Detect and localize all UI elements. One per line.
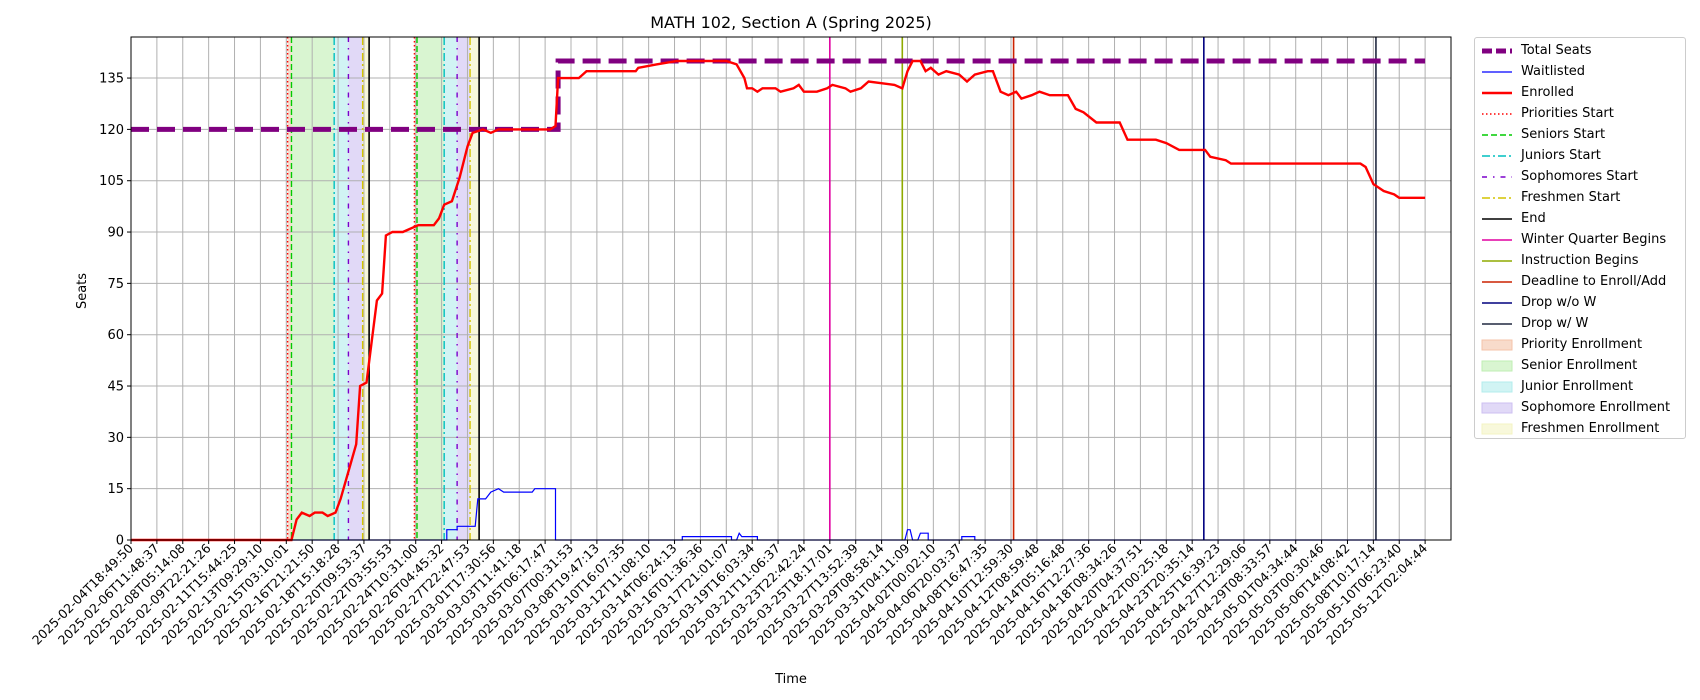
legend-swatch [1481,402,1513,414]
legend-swatch [1482,155,1512,157]
legend-item: Sophomores Start [1475,168,1685,189]
legend-item: Drop w/o W [1475,294,1685,315]
legend-label: Juniors Start [1521,148,1601,163]
legend-label: Winter Quarter Begins [1521,232,1667,247]
legend-label: Deadline to Enroll/Add [1521,274,1667,289]
legend-label: Junior Enrollment [1521,379,1634,394]
shade-0-0 [287,37,292,540]
legend-label: Enrolled [1521,85,1574,100]
legend-label: Waitlisted [1521,64,1586,79]
series-line-2 [131,59,1426,542]
legend-item: Drop w/ W [1475,315,1685,336]
legend-swatch [1482,176,1512,178]
legend-item: Deadline to Enroll/Add [1475,273,1685,294]
legend-swatch [1481,381,1513,393]
legend-item: Freshmen Enrollment [1475,420,1685,441]
legend-swatch [1481,423,1513,435]
y-axis-ticks: 0 15 30 45 60 75 90 105 120 135 [99,72,131,549]
legend-item: Freshmen Start [1475,189,1685,210]
legend-swatch [1482,48,1512,54]
legend-item: Enrolled [1475,84,1685,105]
legend-item: Priority Enrollment [1475,336,1685,357]
legend-label: Senior Enrollment [1521,358,1638,373]
legend-label: Sophomore Enrollment [1521,400,1671,415]
legend-item: End [1475,210,1685,231]
series-line-0 [131,58,1426,132]
y-tick-label: 105 [99,174,124,189]
y-tick-label: 120 [99,123,124,138]
y-tick-label: 90 [107,226,124,241]
y-axis-label: Seats [75,273,90,309]
legend-swatch [1482,281,1512,283]
shade-2-1 [444,37,458,540]
legend-swatch [1481,339,1513,351]
legend-label: Total Seats [1521,43,1592,58]
legend-item: Waitlisted [1475,63,1685,84]
y-tick-label: 15 [107,482,124,497]
legend-swatch [1482,91,1512,95]
legend-swatch [1482,302,1512,304]
x-axis-ticks: 2025-02-04T18:49:502025-02-06T11:48:3720… [29,540,1430,648]
y-tick-label: 0 [116,534,124,549]
legend-item: Instruction Begins [1475,252,1685,273]
event-markers [286,37,1377,540]
legend-label: Sophomores Start [1521,169,1638,184]
shade-1-1 [417,37,445,540]
legend-label: Freshmen Enrollment [1521,421,1660,436]
y-tick-label: 135 [99,72,124,87]
y-tick-label: 30 [107,431,124,446]
legend-item: Winter Quarter Begins [1475,231,1685,252]
shade-3-1 [457,37,471,540]
legend-item: Senior Enrollment [1475,357,1685,378]
legend-label: Instruction Begins [1521,253,1639,268]
legend-swatch [1482,239,1512,241]
chart-title: MATH 102, Section A (Spring 2025) [650,13,932,32]
legend-label: Drop w/o W [1521,295,1597,310]
shade-2-0 [334,37,349,540]
legend-item: Priorities Start [1475,105,1685,126]
enrollment-period-shading [287,37,480,540]
legend-item: Total Seats [1475,42,1685,63]
chart-legend: Total Seats Waitlisted Enrolled Priorities … [1474,37,1686,439]
legend-swatch [1482,218,1512,220]
legend-item: Sophomore Enrollment [1475,399,1685,420]
legend-label: Seniors Start [1521,127,1606,142]
legend-item: Juniors Start [1475,147,1685,168]
x-axis-label: Time [774,672,807,687]
legend-label: End [1521,211,1546,226]
legend-label: Freshmen Start [1521,190,1621,205]
legend-label: Drop w/ W [1521,316,1589,331]
y-tick-label: 45 [107,380,124,395]
shade-1-0 [291,37,335,540]
legend-swatch [1482,134,1512,136]
legend-swatch [1482,197,1512,199]
legend-label: Priorities Start [1521,106,1614,121]
legend-swatch [1482,323,1512,325]
plot-frame [130,36,1452,541]
shade-4-0 [362,37,370,540]
y-tick-label: 60 [107,328,124,343]
legend-item: Seniors Start [1475,126,1685,147]
y-tick-label: 75 [107,277,124,292]
legend-label: Priority Enrollment [1521,337,1643,352]
legend-swatch [1482,71,1512,73]
legend-swatch [1481,360,1513,372]
legend-item: Junior Enrollment [1475,378,1685,399]
legend-swatch [1482,260,1512,262]
shade-4-1 [470,37,480,540]
legend-swatch [1482,113,1512,115]
